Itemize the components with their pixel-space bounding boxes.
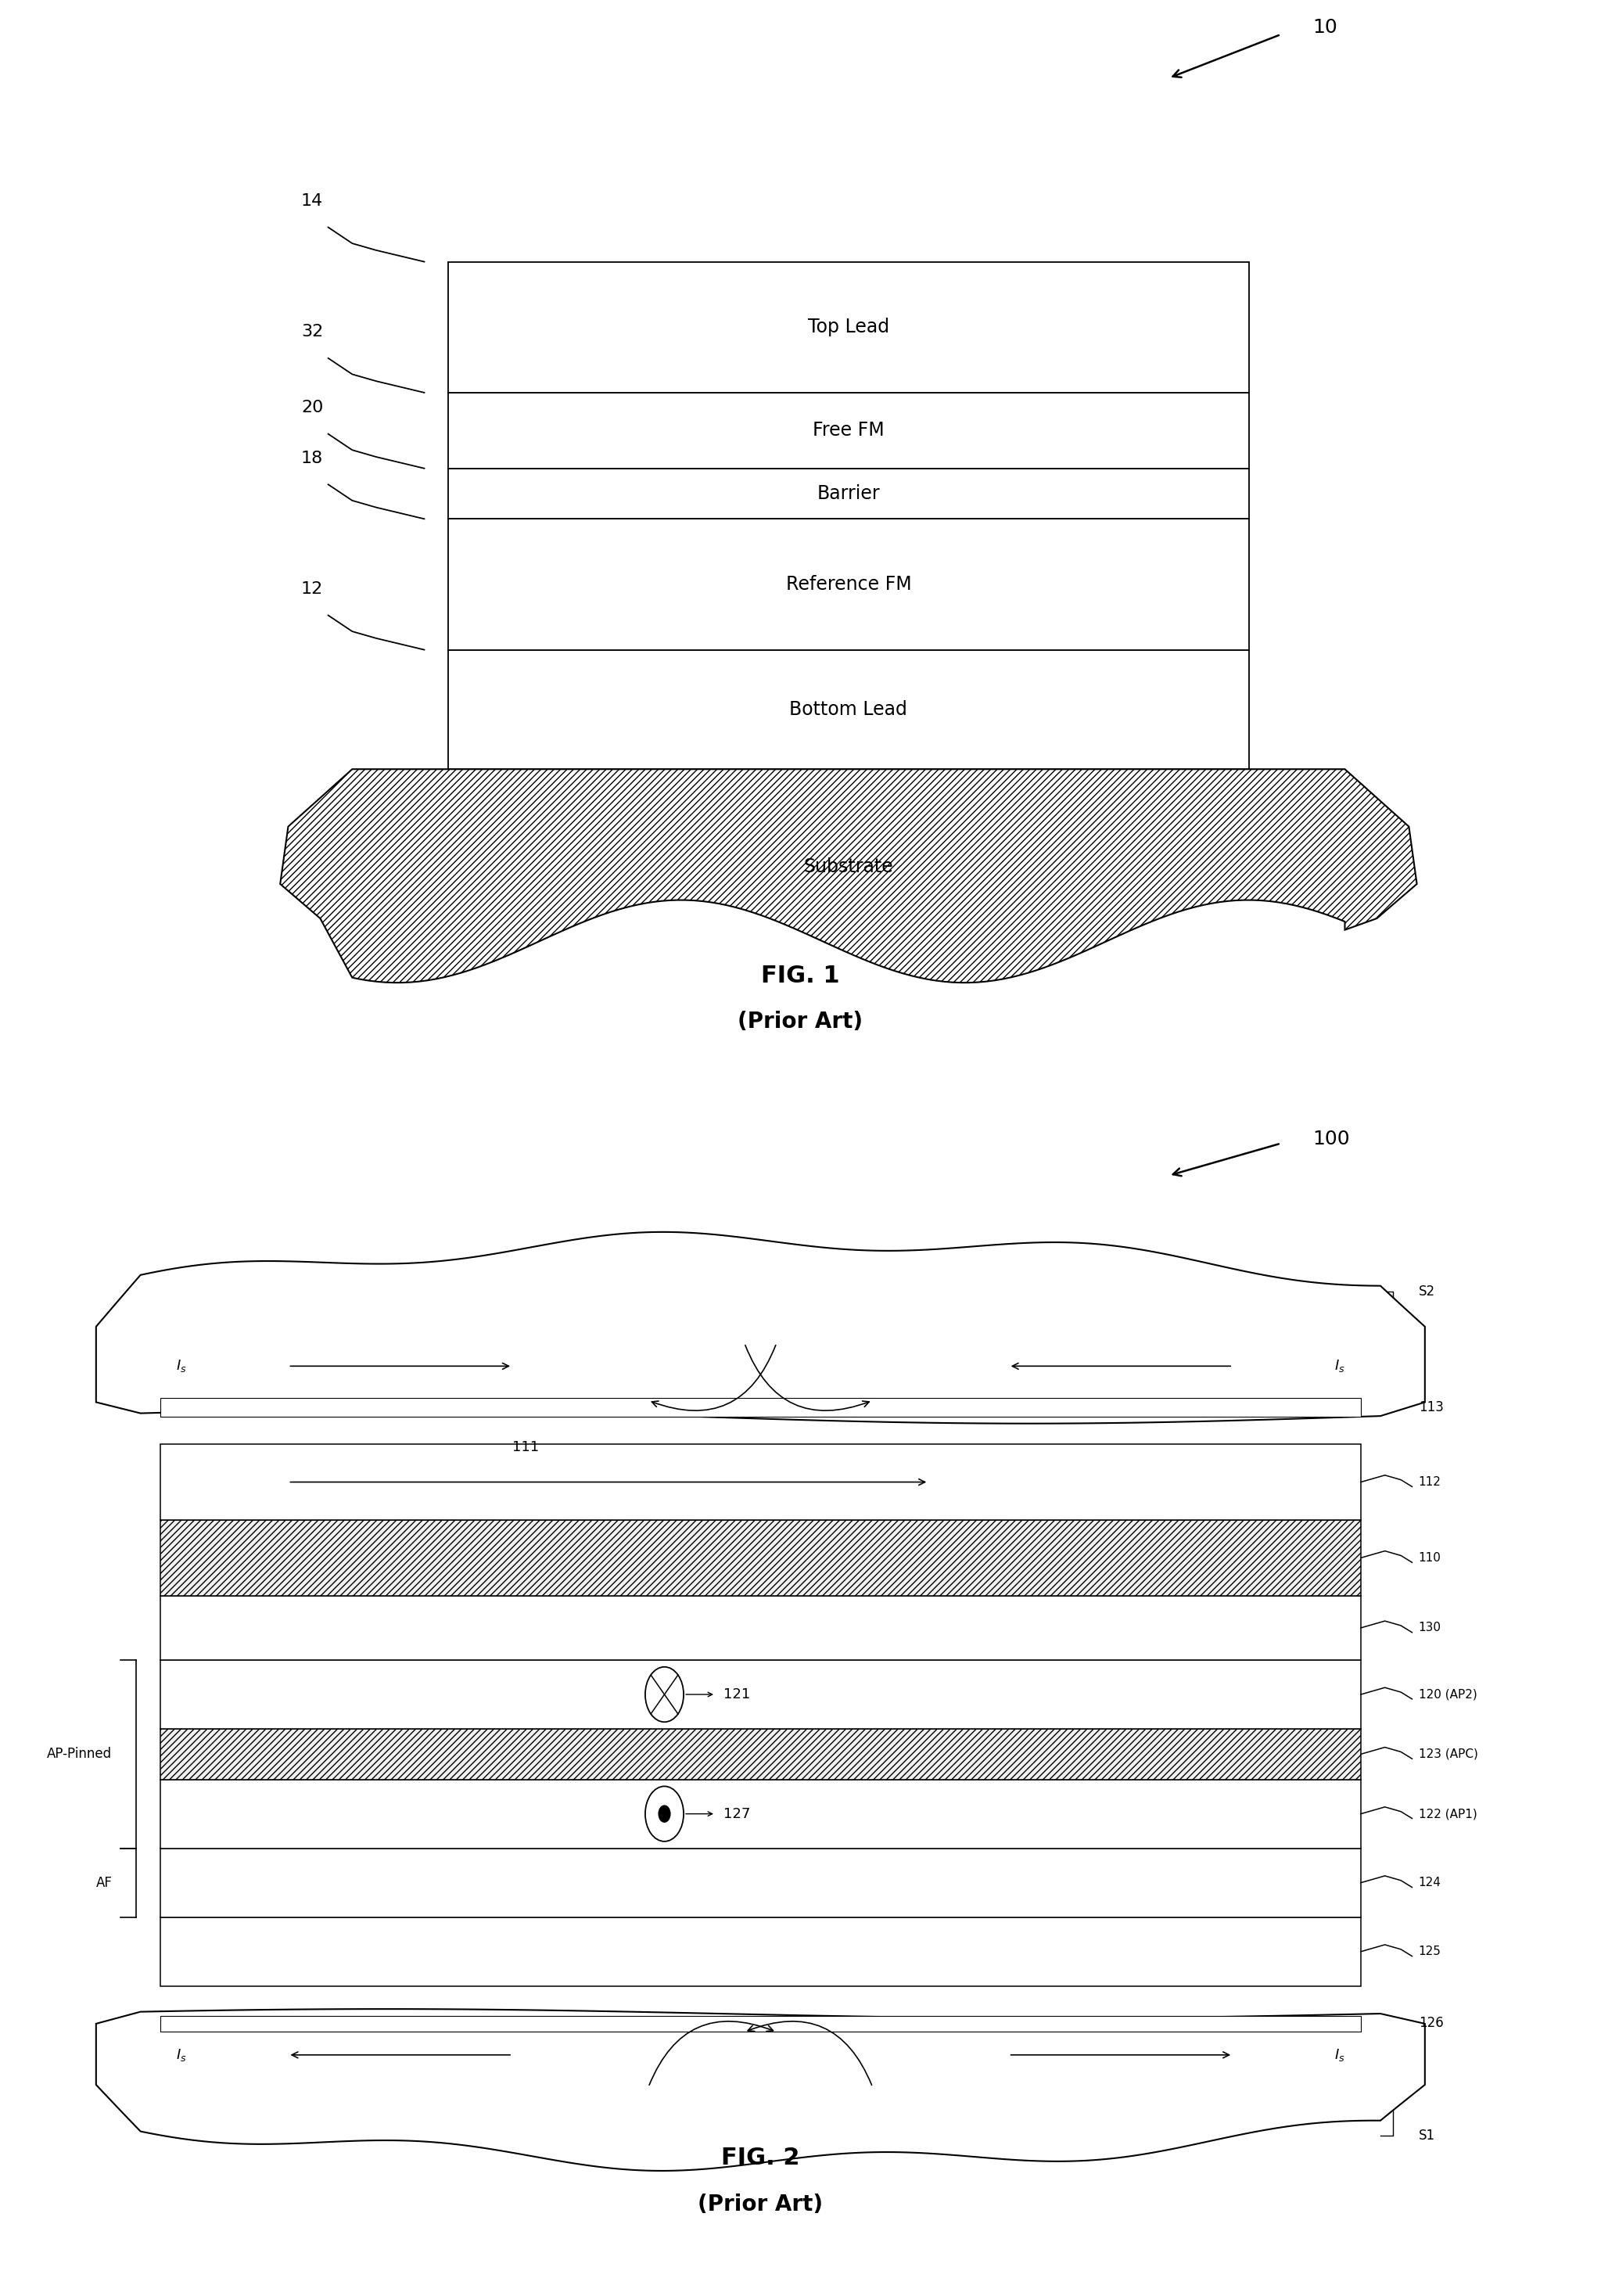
Text: 122 (AP1): 122 (AP1)	[1418, 1807, 1478, 1821]
Text: 18: 18	[301, 450, 323, 466]
Text: Top Lead: Top Lead	[809, 317, 889, 338]
Text: Free FM: Free FM	[813, 420, 884, 441]
Text: 112: 112	[1418, 1476, 1441, 1488]
Bar	[160, 1520, 1361, 1596]
Text: 110: 110	[1418, 1552, 1441, 1564]
Bar	[160, 1660, 1361, 1729]
Bar	[160, 1917, 1361, 1986]
Text: 125: 125	[1418, 1945, 1441, 1958]
Bar	[160, 1729, 1361, 1779]
Text: 14: 14	[301, 193, 323, 209]
Text: $I_s$: $I_s$	[176, 2048, 187, 2062]
Text: Substrate: Substrate	[804, 856, 893, 877]
Bar	[448, 262, 1249, 393]
Text: 120 (AP2): 120 (AP2)	[1418, 1688, 1478, 1701]
Bar	[160, 1398, 1361, 1417]
Text: 121: 121	[724, 1688, 751, 1701]
Text: 127: 127	[724, 1807, 751, 1821]
Text: (Prior Art): (Prior Art)	[738, 1010, 863, 1033]
Bar	[448, 393, 1249, 468]
Bar	[160, 1444, 1361, 1520]
Circle shape	[658, 1805, 671, 1823]
Text: S1: S1	[1418, 2128, 1434, 2142]
Text: FIG. 1: FIG. 1	[760, 964, 841, 987]
Bar	[160, 1848, 1361, 1917]
Text: 12: 12	[301, 581, 323, 597]
Text: 111: 111	[512, 1440, 540, 1456]
Text: $I_s$: $I_s$	[1334, 1359, 1345, 1373]
Text: Barrier: Barrier	[817, 484, 881, 503]
Text: FIG. 2: FIG. 2	[720, 2147, 800, 2170]
Bar	[160, 1596, 1361, 1660]
Text: Reference FM: Reference FM	[786, 574, 911, 595]
Bar	[160, 1779, 1361, 1848]
Bar	[448, 468, 1249, 519]
Text: 32: 32	[301, 324, 323, 340]
Text: $I_s$: $I_s$	[176, 1359, 187, 1373]
Text: 126: 126	[1418, 2016, 1444, 2030]
Text: $I_s$: $I_s$	[1334, 2048, 1345, 2062]
Bar	[160, 2016, 1361, 2032]
Text: Bottom Lead: Bottom Lead	[789, 700, 908, 719]
Text: (Prior Art): (Prior Art)	[698, 2193, 823, 2216]
Polygon shape	[280, 769, 1417, 983]
Text: 113: 113	[1418, 1401, 1444, 1414]
Bar	[448, 519, 1249, 650]
Text: S2: S2	[1418, 1283, 1434, 1300]
Text: 124: 124	[1418, 1876, 1441, 1890]
Text: AP-Pinned: AP-Pinned	[46, 1747, 112, 1761]
Text: AF: AF	[96, 1876, 112, 1890]
Text: 100: 100	[1313, 1130, 1350, 1148]
Text: 123 (APC): 123 (APC)	[1418, 1747, 1478, 1761]
Text: 20: 20	[301, 400, 323, 416]
Text: 10: 10	[1313, 18, 1338, 37]
Text: 130: 130	[1418, 1621, 1441, 1635]
Bar	[448, 650, 1249, 769]
Polygon shape	[96, 1233, 1425, 1424]
Polygon shape	[96, 2009, 1425, 2170]
